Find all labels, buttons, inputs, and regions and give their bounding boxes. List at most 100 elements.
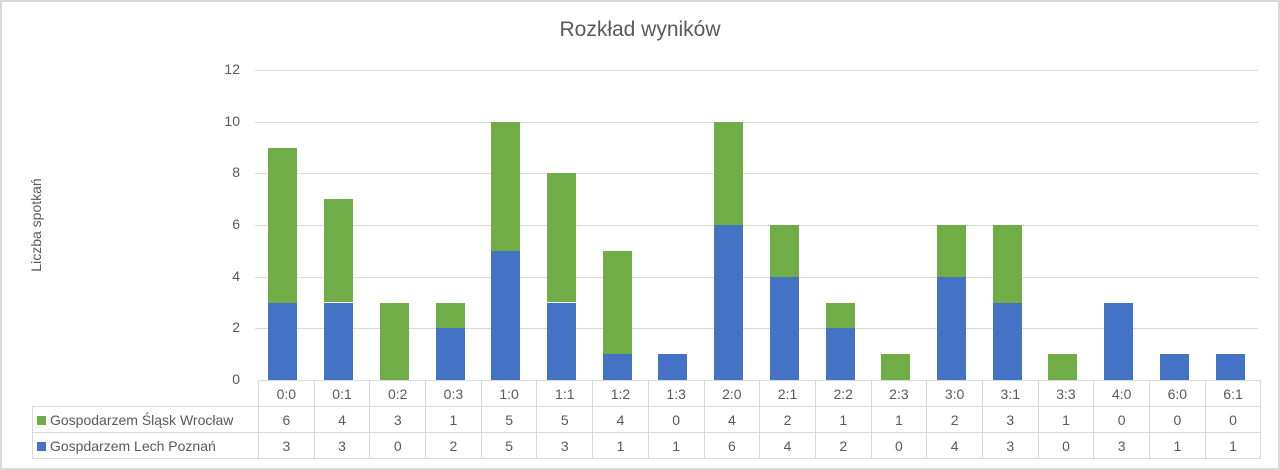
bar-slask-3:3[interactable] bbox=[1048, 354, 1078, 380]
bar-lech-0:1[interactable] bbox=[324, 302, 354, 380]
gridline bbox=[255, 225, 1258, 226]
data-cell: 4 bbox=[703, 406, 761, 433]
category-label: 1:3 bbox=[647, 380, 705, 407]
data-cell: 3 bbox=[981, 406, 1039, 433]
data-cell: 6 bbox=[258, 406, 315, 433]
category-label: 1:0 bbox=[480, 380, 538, 407]
bar-lech-4:0[interactable] bbox=[1104, 302, 1134, 380]
chart-title: Rozkład wyników bbox=[559, 18, 721, 41]
category-label: 2:0 bbox=[703, 380, 761, 407]
category-label: 0:1 bbox=[313, 380, 371, 407]
data-cell: 0 bbox=[1149, 406, 1206, 433]
bar-lech-0:0[interactable] bbox=[268, 302, 298, 380]
bar-slask-1:0[interactable] bbox=[491, 121, 521, 251]
bar-lech-2:0[interactable] bbox=[714, 225, 744, 380]
bar-slask-0:3[interactable] bbox=[435, 302, 465, 329]
data-cell: 1 bbox=[870, 406, 928, 433]
bar-lech-1:2[interactable] bbox=[602, 354, 632, 380]
bar-slask-0:2[interactable] bbox=[379, 302, 409, 380]
bar-lech-1:3[interactable] bbox=[658, 354, 688, 380]
data-cell: 3 bbox=[536, 432, 594, 459]
y-tick-label: 8 bbox=[232, 164, 240, 180]
bar-lech-3:1[interactable] bbox=[992, 302, 1022, 380]
data-cell: 5 bbox=[480, 406, 538, 433]
data-cell: 2 bbox=[425, 432, 482, 459]
data-cell: 4 bbox=[759, 432, 816, 459]
category-label: 3:0 bbox=[926, 380, 983, 407]
legend-swatch-blue-icon bbox=[37, 441, 46, 451]
bar-slask-0:0[interactable] bbox=[268, 147, 298, 303]
data-cell: 5 bbox=[536, 406, 594, 433]
data-cell: 0 bbox=[1093, 406, 1150, 433]
gridline bbox=[255, 277, 1258, 278]
bar-lech-6:0[interactable] bbox=[1159, 354, 1189, 380]
data-cell: 5 bbox=[480, 432, 538, 459]
data-cell: 4 bbox=[313, 406, 371, 433]
y-tick-label: 0 bbox=[232, 371, 240, 387]
data-cell: 6 bbox=[703, 432, 761, 459]
category-label: 1:2 bbox=[592, 380, 649, 407]
data-cell: 0 bbox=[647, 406, 705, 433]
bar-slask-2:0[interactable] bbox=[714, 121, 744, 225]
bar-lech-6:1[interactable] bbox=[1215, 354, 1245, 380]
data-cell: 1 bbox=[814, 406, 872, 433]
data-cell: 2 bbox=[814, 432, 872, 459]
data-cell: 1 bbox=[592, 432, 649, 459]
bar-slask-2:3[interactable] bbox=[881, 354, 911, 380]
legend-entry-slask: Gospodarzem Śląsk Wrocław bbox=[32, 406, 259, 433]
bar-lech-1:0[interactable] bbox=[491, 250, 521, 380]
gridline bbox=[255, 173, 1258, 174]
bar-slask-3:0[interactable] bbox=[937, 225, 967, 277]
category-label: 2:1 bbox=[759, 380, 816, 407]
category-label: 1:1 bbox=[536, 380, 594, 407]
legend-swatch-green-icon bbox=[37, 415, 46, 425]
bar-slask-2:1[interactable] bbox=[769, 225, 799, 277]
gridline bbox=[255, 122, 1258, 123]
category-label: 4:0 bbox=[1093, 380, 1150, 407]
data-cell: 3 bbox=[981, 432, 1039, 459]
data-cell: 1 bbox=[425, 406, 482, 433]
y-tick-label: 12 bbox=[224, 61, 240, 77]
y-tick-label: 10 bbox=[224, 113, 240, 129]
category-label: 0:0 bbox=[258, 380, 315, 407]
data-cell: 3 bbox=[258, 432, 315, 459]
data-cell: 0 bbox=[870, 432, 928, 459]
data-cell: 4 bbox=[926, 432, 983, 459]
legend-label: Gospdarzem Lech Poznań bbox=[50, 437, 216, 454]
category-label: 2:2 bbox=[814, 380, 872, 407]
gridline bbox=[255, 70, 1258, 71]
bar-slask-3:1[interactable] bbox=[992, 225, 1022, 303]
bar-slask-1:2[interactable] bbox=[602, 250, 632, 355]
data-cell: 3 bbox=[313, 432, 371, 459]
data-cell: 1 bbox=[1037, 406, 1095, 433]
bar-lech-2:1[interactable] bbox=[769, 276, 799, 380]
data-cell: 3 bbox=[1093, 432, 1150, 459]
data-cell: 3 bbox=[369, 406, 427, 433]
legend-entry-lech: Gospdarzem Lech Poznań bbox=[32, 432, 259, 459]
bar-lech-2:2[interactable] bbox=[825, 328, 855, 380]
data-cell: 4 bbox=[592, 406, 649, 433]
legend-label: Gospodarzem Śląsk Wrocław bbox=[50, 411, 234, 428]
category-label: 3:1 bbox=[981, 380, 1039, 407]
category-label: 6:0 bbox=[1149, 380, 1206, 407]
bar-lech-0:3[interactable] bbox=[435, 328, 465, 380]
data-cell: 0 bbox=[369, 432, 427, 459]
category-label: 6:1 bbox=[1204, 380, 1262, 407]
data-cell: 0 bbox=[1037, 432, 1095, 459]
bar-lech-3:0[interactable] bbox=[937, 276, 967, 380]
category-label: 0:2 bbox=[369, 380, 427, 407]
gridline bbox=[255, 328, 1258, 329]
bar-slask-1:1[interactable] bbox=[546, 173, 576, 303]
bar-slask-2:2[interactable] bbox=[825, 302, 855, 329]
bar-lech-1:1[interactable] bbox=[546, 302, 576, 380]
data-cell: 1 bbox=[1204, 432, 1262, 459]
data-cell: 2 bbox=[926, 406, 983, 433]
data-table-corner bbox=[32, 380, 259, 407]
y-tick-label: 4 bbox=[232, 268, 240, 284]
data-cell: 2 bbox=[759, 406, 816, 433]
data-cell: 0 bbox=[1204, 406, 1262, 433]
y-tick-label: 2 bbox=[232, 319, 240, 335]
bar-slask-0:1[interactable] bbox=[324, 199, 354, 303]
